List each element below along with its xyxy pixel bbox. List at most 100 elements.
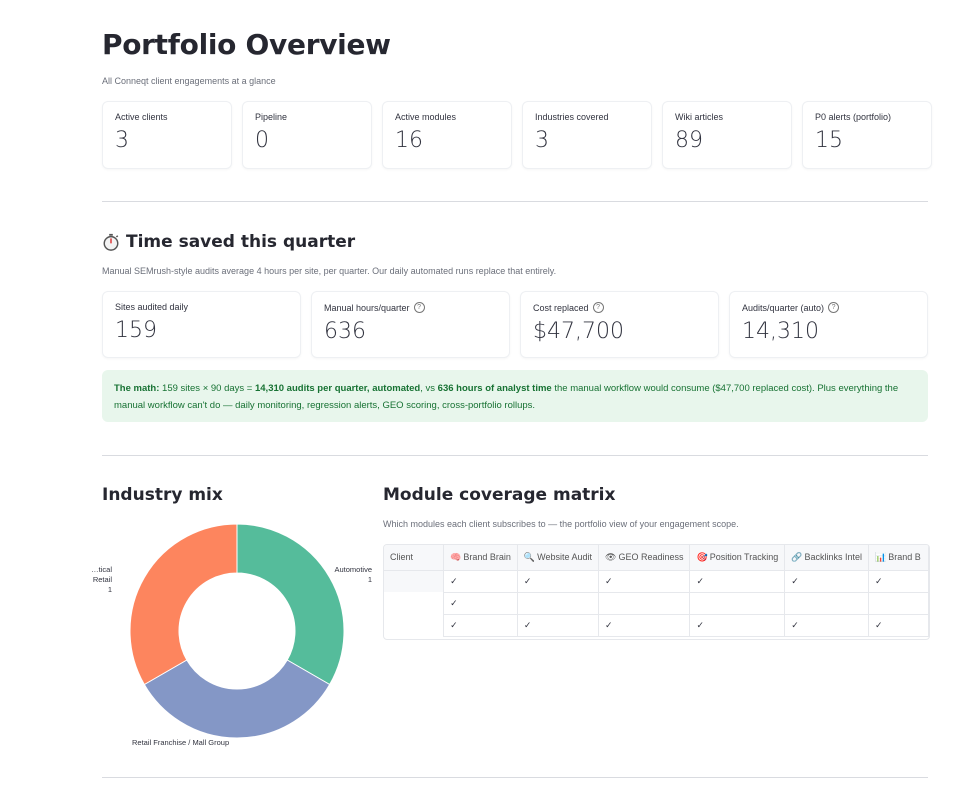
module-label: GEO Readiness	[618, 551, 684, 562]
math-bold2: 636 hours of analyst time	[437, 383, 552, 394]
table-row[interactable]: ✓ ✓ ✓ ✓ ✓ ✓	[384, 614, 929, 637]
time-saved-title: Time saved this quarter	[126, 232, 356, 252]
metric-value: 0	[255, 128, 269, 153]
metric-label-text: Industries covered	[535, 112, 609, 122]
metric-value: 159	[115, 318, 157, 343]
metric-value: 3	[115, 128, 129, 153]
slice-label-automotive: Automotive 1	[334, 565, 372, 584]
module-label: Website Audit	[537, 551, 593, 562]
client-cell	[384, 592, 445, 614]
column-header-module[interactable]: 👁 GEO Readiness	[598, 545, 691, 571]
coverage-cell: ✓	[868, 570, 929, 593]
coverage-cell: ✓	[443, 570, 518, 593]
column-header-module[interactable]: 🔍 Website Audit	[517, 545, 600, 571]
module-label: Brand Brain	[463, 551, 511, 562]
coverage-cell: ✓	[868, 614, 929, 637]
column-header-module[interactable]: 📊 Brand B	[868, 545, 929, 571]
coverage-cell: ✓	[598, 570, 691, 593]
matrix-table: Client 🧠 Brand Brain 🔍 Website Audit 👁 GEO Rea…	[384, 545, 929, 637]
metric-label: P0 alerts (portfolio)	[815, 112, 919, 122]
summary-metric-card: Wiki articles 89	[662, 101, 792, 169]
coverage-cell: ✓	[598, 614, 691, 637]
metric-value: $47,700	[533, 319, 624, 344]
donut-slice[interactable]	[236, 523, 345, 686]
math-part3: the manual workflow would consume ($47,7…	[114, 383, 899, 411]
coverage-cell: ✓	[517, 614, 600, 637]
metric-label-text: Wiki articles	[675, 112, 724, 122]
metric-value: 89	[675, 128, 703, 153]
summary-metric-card: Pipeline 0	[242, 101, 372, 169]
metric-label: Cost replaced?	[533, 302, 706, 313]
industry-donut-chart: …tical Retail 1 Automotive 1 Retail Fran…	[91, 515, 372, 750]
module-icon: 🧠	[450, 551, 462, 562]
summary-metric-card: Active clients 3	[102, 101, 232, 169]
column-header-client[interactable]: Client	[384, 545, 445, 571]
coverage-cell: ✓	[443, 592, 518, 615]
time-saved-heading: Time saved this quarter	[102, 232, 355, 252]
coverage-cell	[598, 592, 691, 615]
coverage-cell	[517, 592, 600, 615]
divider	[102, 777, 928, 778]
time-metric-card: Audits/quarter (auto)? 14,310	[729, 291, 928, 358]
module-coverage-table[interactable]: Client 🧠 Brand Brain 🔍 Website Audit 👁 GEO Rea…	[383, 544, 930, 640]
metric-label-text: Sites audited daily	[115, 302, 189, 312]
module-label: Position Tracking	[709, 551, 779, 562]
donut-slice[interactable]	[143, 659, 331, 739]
module-label: Backlinks Intel	[804, 551, 862, 562]
help-icon[interactable]: ?	[413, 302, 425, 313]
donut-svg	[129, 523, 345, 739]
coverage-cell: ✓	[784, 570, 869, 593]
metric-label: Pipeline	[255, 112, 359, 122]
metric-label: Active modules	[395, 112, 499, 122]
slice-label-tical-retail: …tical Retail 1	[91, 565, 112, 594]
metric-label-text: Active modules	[395, 112, 457, 122]
metric-value: 636	[324, 319, 366, 344]
math-callout: The math: 159 sites × 90 days = 14,310 a…	[102, 370, 928, 422]
coverage-cell: ✓	[517, 570, 600, 593]
module-matrix-title: Module coverage matrix	[383, 485, 616, 505]
help-icon[interactable]: ?	[828, 302, 840, 313]
math-part1: 159 sites × 90 days =	[159, 383, 255, 394]
metric-value: 3	[535, 128, 549, 153]
time-saved-caption: Manual SEMrush-style audits average 4 ho…	[102, 266, 557, 276]
time-saved-metrics: Sites audited daily 159 Manual hours/quart…	[102, 291, 928, 358]
metric-value: 15	[815, 128, 843, 153]
module-label: Brand B	[888, 551, 921, 562]
metric-label-text: Active clients	[115, 112, 168, 122]
client-cell	[384, 570, 445, 592]
coverage-cell	[868, 592, 929, 615]
metric-label: Active clients	[115, 112, 219, 122]
metric-label: Sites audited daily	[115, 302, 288, 312]
divider	[102, 455, 928, 456]
metric-label-text: Audits/quarter (auto)	[742, 302, 825, 313]
table-row[interactable]: ✓ ✓ ✓ ✓ ✓ ✓	[384, 570, 929, 593]
slice-label-retail-franchise: Retail Franchise / Mall Group	[132, 738, 230, 747]
metric-label-text: Pipeline	[255, 112, 288, 122]
metric-value: 16	[395, 128, 423, 153]
math-part2: , vs	[420, 383, 438, 394]
stopwatch-icon	[103, 233, 119, 251]
metric-label-text: P0 alerts (portfolio)	[815, 112, 892, 122]
column-header-module[interactable]: 🎯 Position Tracking	[689, 545, 786, 571]
coverage-cell: ✓	[784, 614, 869, 637]
summary-metric-card: Active modules 16	[382, 101, 512, 169]
column-header-module[interactable]: 🔗 Backlinks Intel	[784, 545, 869, 571]
module-matrix-caption: Which modules each client subscribes to …	[383, 519, 739, 529]
summary-metric-card: Industries covered 3	[522, 101, 652, 169]
client-cell	[384, 614, 445, 636]
industry-mix-title: Industry mix	[102, 485, 223, 505]
column-header-module[interactable]: 🧠 Brand Brain	[443, 545, 518, 571]
time-metric-card: Manual hours/quarter? 636	[311, 291, 510, 358]
metric-label: Manual hours/quarter?	[324, 302, 497, 313]
metric-label-text: Manual hours/quarter	[324, 302, 410, 313]
donut-slice[interactable]	[129, 523, 238, 686]
coverage-cell: ✓	[689, 570, 786, 593]
help-icon[interactable]: ?	[592, 302, 604, 313]
metric-label: Wiki articles	[675, 112, 779, 122]
table-row[interactable]: ✓	[384, 592, 929, 615]
summary-metric-card: P0 alerts (portfolio) 15	[802, 101, 932, 169]
module-icon: 👁	[605, 551, 617, 562]
coverage-cell: ✓	[689, 614, 786, 637]
coverage-cell	[784, 592, 869, 615]
module-icon: 🎯	[696, 551, 708, 562]
